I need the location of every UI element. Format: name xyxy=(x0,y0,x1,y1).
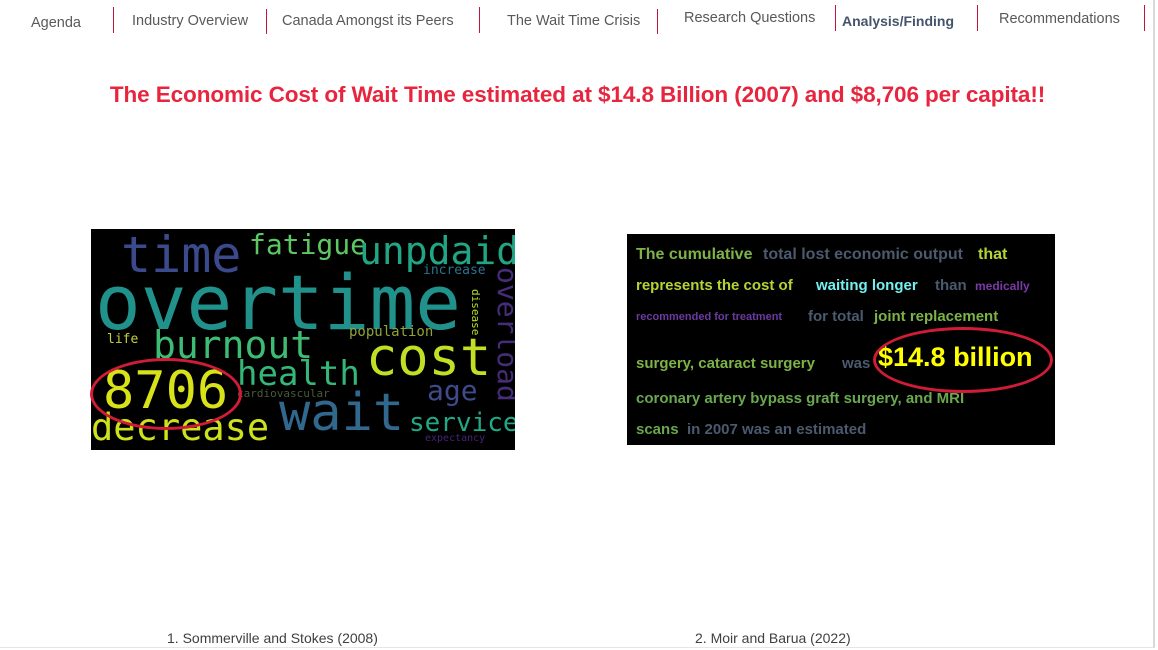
word-population: population xyxy=(349,324,434,340)
quote-segment: for total xyxy=(808,308,864,325)
quote-segment: waiting longer xyxy=(816,277,918,294)
word-expectancy: expectancy xyxy=(425,433,486,444)
quote-segment: joint replacement xyxy=(874,308,999,325)
quote-segment: that xyxy=(978,246,1008,263)
citation-1: 1. Sommerville and Stokes (2008) xyxy=(167,630,378,646)
nav-separator xyxy=(835,5,836,31)
nav-canada-amongst-peers[interactable]: Canada Amongst its Peers xyxy=(282,13,454,29)
quote-segment: scans xyxy=(636,421,679,438)
word-age: age xyxy=(427,374,478,407)
nav-recommendations[interactable]: Recommendations xyxy=(999,11,1120,27)
quote-segment: medically xyxy=(975,279,1030,293)
quote-segment: coronary artery bypass graft surgery, an… xyxy=(636,390,965,407)
nav-separator xyxy=(657,9,658,34)
word-overtime: overtime xyxy=(95,258,462,347)
word-unpdaid: unpdaid xyxy=(359,229,515,273)
nav-separator xyxy=(479,7,480,33)
word-fatigue: fatigue xyxy=(249,229,368,261)
nav-separator xyxy=(1144,5,1145,31)
quote-segment: total lost economic output xyxy=(763,246,963,263)
quote-segment: was xyxy=(842,355,871,372)
word-increase: increase xyxy=(423,263,486,278)
word-overload: overload xyxy=(491,267,515,402)
word-cloud-image: time fatigue unpdaid overtime increase d… xyxy=(91,229,515,450)
quote-segment: The cumulative xyxy=(636,246,753,263)
nav-wait-time-crisis[interactable]: The Wait Time Crisis xyxy=(507,13,641,29)
nav-separator xyxy=(266,9,267,34)
word-life: life xyxy=(107,332,139,347)
word-cost: cost xyxy=(366,328,492,388)
word-time: time xyxy=(121,229,242,284)
citation-2: 2. Moir and Barua (2022) xyxy=(695,630,851,646)
word-disease: disease xyxy=(469,289,482,336)
nav-separator xyxy=(113,7,114,33)
quote-segment: surgery, cataract surgery xyxy=(636,355,815,372)
word-service: service xyxy=(409,408,515,438)
nav-separator xyxy=(977,5,978,31)
quote-segment: in 2007 was an estimated xyxy=(687,421,867,438)
highlight-circle-14-8-billion xyxy=(873,327,1053,393)
quote-segment: than xyxy=(935,277,967,294)
nav-analysis-finding[interactable]: Analysis/Finding xyxy=(842,13,955,29)
word-cardiovascular: cardiovascular xyxy=(237,387,330,400)
word-health: health xyxy=(237,354,360,394)
highlight-circle-8706 xyxy=(90,358,242,430)
quote-segment: represents the cost of xyxy=(636,277,793,294)
nav-agenda[interactable]: Agenda xyxy=(31,15,81,31)
word-wait: wait xyxy=(279,383,405,443)
nav-research-questions[interactable]: Research Questions xyxy=(684,10,816,26)
slide-title: The Economic Cost of Wait Time estimated… xyxy=(109,82,1046,107)
nav-industry-overview[interactable]: Industry Overview xyxy=(132,13,249,29)
quote-segment: recommended for treatment xyxy=(636,311,783,323)
quote-image: The cumulative total lost economic outpu… xyxy=(627,234,1055,445)
